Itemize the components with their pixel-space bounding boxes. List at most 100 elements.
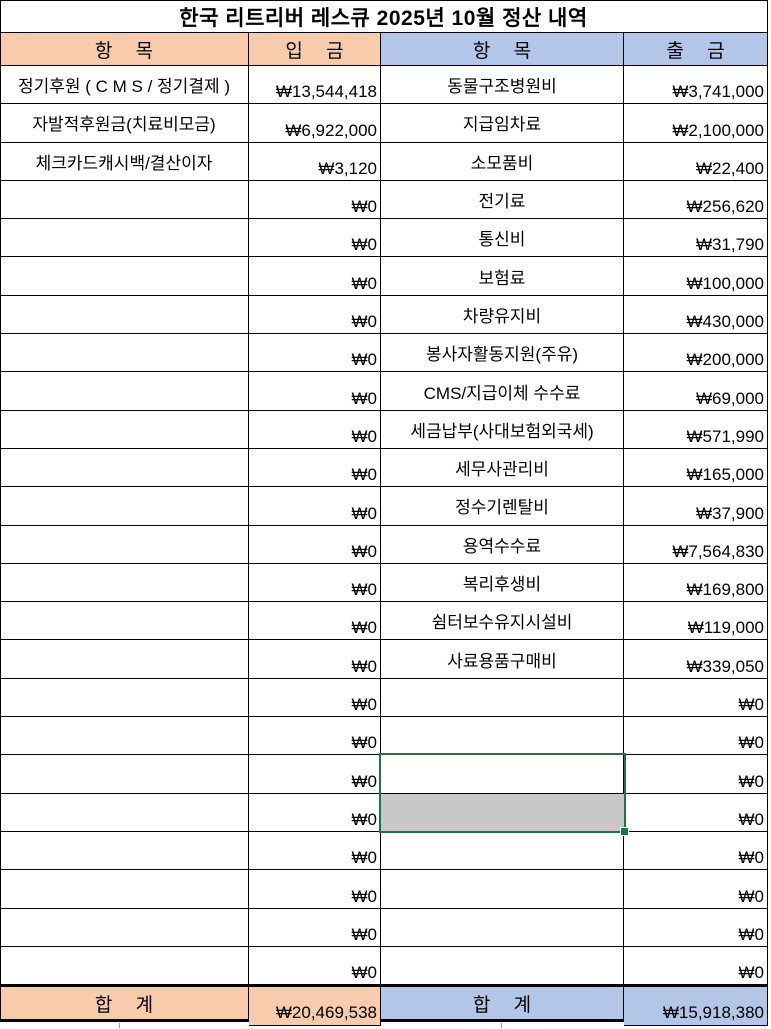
- cell-income-amount[interactable]: ₩0: [249, 448, 381, 488]
- cell-income-amount[interactable]: ₩0: [249, 908, 381, 947]
- cell-expense-item[interactable]: [381, 870, 624, 909]
- cell-income-item[interactable]: [0, 334, 249, 373]
- cell-expense-amount[interactable]: ₩0: [624, 831, 768, 871]
- cell-income-item[interactable]: [0, 410, 249, 449]
- cell-income-item[interactable]: [0, 755, 249, 794]
- cell-expense-amount[interactable]: ₩200,000: [624, 334, 768, 373]
- cell-income-amount[interactable]: ₩0: [249, 563, 381, 603]
- selection-fill-handle[interactable]: [620, 827, 629, 836]
- cell-income-item[interactable]: [0, 295, 249, 335]
- cell-income-item[interactable]: [0, 448, 249, 488]
- cell-expense-amount[interactable]: ₩0: [624, 678, 768, 718]
- cell-expense-item[interactable]: [381, 831, 624, 871]
- cell-income-amount[interactable]: ₩0: [249, 602, 381, 641]
- cell-expense-item[interactable]: 정수기렌탈비: [381, 487, 624, 526]
- cell-expense-item[interactable]: 보험료: [381, 257, 624, 296]
- cell-expense-item[interactable]: 세무사관리비: [381, 448, 624, 488]
- cell-income-item[interactable]: [0, 870, 249, 909]
- total-income-label[interactable]: 합 계: [0, 985, 249, 1023]
- cell-income-amount[interactable]: ₩0: [249, 870, 381, 909]
- cell-income-amount[interactable]: ₩0: [249, 793, 381, 832]
- cell-expense-amount[interactable]: ₩100,000: [624, 257, 768, 296]
- total-expense-amount[interactable]: ₩15,918,380: [624, 985, 768, 1027]
- cell-expense-amount[interactable]: ₩256,620: [624, 180, 768, 220]
- cell-expense-amount[interactable]: ₩169,800: [624, 563, 768, 603]
- cell-expense-item[interactable]: 쉼터보수유지시설비: [381, 602, 624, 641]
- cell-expense-amount[interactable]: ₩430,000: [624, 295, 768, 335]
- cell-expense-item[interactable]: 세금납부(사대보험외국세): [381, 410, 624, 449]
- cell-expense-item[interactable]: 동물구조병원비: [381, 66, 624, 105]
- header-expense-item[interactable]: 항 목: [381, 33, 624, 66]
- cell-income-item[interactable]: [0, 793, 249, 832]
- cell-expense-amount[interactable]: ₩0: [624, 946, 768, 986]
- cell-income-item[interactable]: [0, 678, 249, 718]
- cell-expense-item[interactable]: 사료용품구매비: [381, 640, 624, 679]
- cell-income-item[interactable]: 체크카드캐시백/결산이자: [0, 142, 249, 181]
- cell-income-amount[interactable]: ₩3,120: [249, 142, 381, 181]
- cell-income-item[interactable]: [0, 563, 249, 603]
- cell-expense-item[interactable]: 지급임차료: [381, 104, 624, 143]
- cell-income-item[interactable]: [0, 372, 249, 411]
- total-income-amount[interactable]: ₩20,469,538: [249, 985, 381, 1027]
- cell-expense-amount[interactable]: ₩7,564,830: [624, 525, 768, 564]
- cell-income-item[interactable]: [0, 908, 249, 947]
- cell-expense-item[interactable]: 차량유지비: [381, 295, 624, 335]
- cell-income-item[interactable]: [0, 180, 249, 220]
- page-title[interactable]: 한국 리트리버 레스큐 2025년 10월 정산 내역: [0, 0, 768, 33]
- cell-expense-item[interactable]: 용역수수료: [381, 525, 624, 564]
- cell-income-item[interactable]: [0, 487, 249, 526]
- cell-expense-amount[interactable]: ₩37,900: [624, 487, 768, 526]
- total-expense-label[interactable]: 합 계: [381, 985, 624, 1023]
- cell-expense-item[interactable]: 통신비: [381, 219, 624, 258]
- cell-income-item[interactable]: [0, 257, 249, 296]
- cell-income-amount[interactable]: ₩0: [249, 487, 381, 526]
- cell-expense-item[interactable]: CMS/지급이체 수수료: [381, 372, 624, 411]
- cell-expense-amount[interactable]: ₩31,790: [624, 219, 768, 258]
- cell-income-item[interactable]: [0, 525, 249, 564]
- cell-income-amount[interactable]: ₩0: [249, 525, 381, 564]
- cell-income-amount[interactable]: ₩0: [249, 831, 381, 871]
- cell-expense-amount[interactable]: ₩2,100,000: [624, 104, 768, 143]
- cell-income-item[interactable]: [0, 219, 249, 258]
- cell-expense-amount[interactable]: ₩0: [624, 755, 768, 794]
- cell-expense-amount[interactable]: ₩69,000: [624, 372, 768, 411]
- cell-expense-amount[interactable]: ₩22,400: [624, 142, 768, 181]
- cell-income-amount[interactable]: ₩0: [249, 295, 381, 335]
- cell-expense-amount[interactable]: ₩0: [624, 717, 768, 756]
- cell-expense-item[interactable]: [381, 755, 624, 794]
- cell-expense-item[interactable]: 전기료: [381, 180, 624, 220]
- cell-expense-amount[interactable]: ₩0: [624, 870, 768, 909]
- cell-income-amount[interactable]: ₩0: [249, 257, 381, 296]
- cell-expense-amount[interactable]: ₩3,741,000: [624, 66, 768, 105]
- cell-expense-item[interactable]: [381, 908, 624, 947]
- cell-expense-amount[interactable]: ₩0: [624, 793, 768, 832]
- cell-expense-item[interactable]: 봉사자활동지원(주유): [381, 334, 624, 373]
- cell-income-amount[interactable]: ₩0: [249, 755, 381, 794]
- cell-income-item[interactable]: [0, 640, 249, 679]
- cell-expense-amount[interactable]: ₩0: [624, 908, 768, 947]
- cell-income-amount[interactable]: ₩0: [249, 180, 381, 220]
- cell-expense-item[interactable]: [381, 717, 624, 756]
- cell-expense-amount[interactable]: ₩339,050: [624, 640, 768, 679]
- cell-income-amount[interactable]: ₩0: [249, 334, 381, 373]
- cell-expense-amount[interactable]: ₩165,000: [624, 448, 768, 488]
- header-income-amount[interactable]: 입 금: [249, 33, 381, 66]
- cell-expense-amount[interactable]: ₩119,000: [624, 602, 768, 641]
- cell-income-amount[interactable]: ₩6,922,000: [249, 104, 381, 143]
- cell-expense-amount[interactable]: ₩571,990: [624, 410, 768, 449]
- cell-income-amount[interactable]: ₩0: [249, 219, 381, 258]
- cell-income-amount[interactable]: ₩13,544,418: [249, 66, 381, 105]
- header-income-item[interactable]: 항 목: [0, 33, 249, 66]
- cell-income-amount[interactable]: ₩0: [249, 410, 381, 449]
- cell-income-amount[interactable]: ₩0: [249, 640, 381, 679]
- cell-expense-item[interactable]: [381, 946, 624, 986]
- cell-expense-item[interactable]: 복리후생비: [381, 563, 624, 603]
- cell-income-amount[interactable]: ₩0: [249, 946, 381, 986]
- cell-income-amount[interactable]: ₩0: [249, 678, 381, 718]
- cell-income-item[interactable]: [0, 946, 249, 986]
- cell-income-amount[interactable]: ₩0: [249, 717, 381, 756]
- cell-income-amount[interactable]: ₩0: [249, 372, 381, 411]
- cell-expense-item[interactable]: 소모품비: [381, 142, 624, 181]
- cell-income-item[interactable]: 정기후원 ( C M S / 정기결제 ): [0, 66, 249, 105]
- cell-income-item[interactable]: [0, 602, 249, 641]
